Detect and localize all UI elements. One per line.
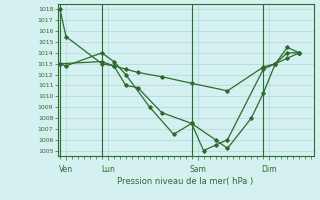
X-axis label: Pression niveau de la mer( hPa ): Pression niveau de la mer( hPa ): [117, 177, 254, 186]
